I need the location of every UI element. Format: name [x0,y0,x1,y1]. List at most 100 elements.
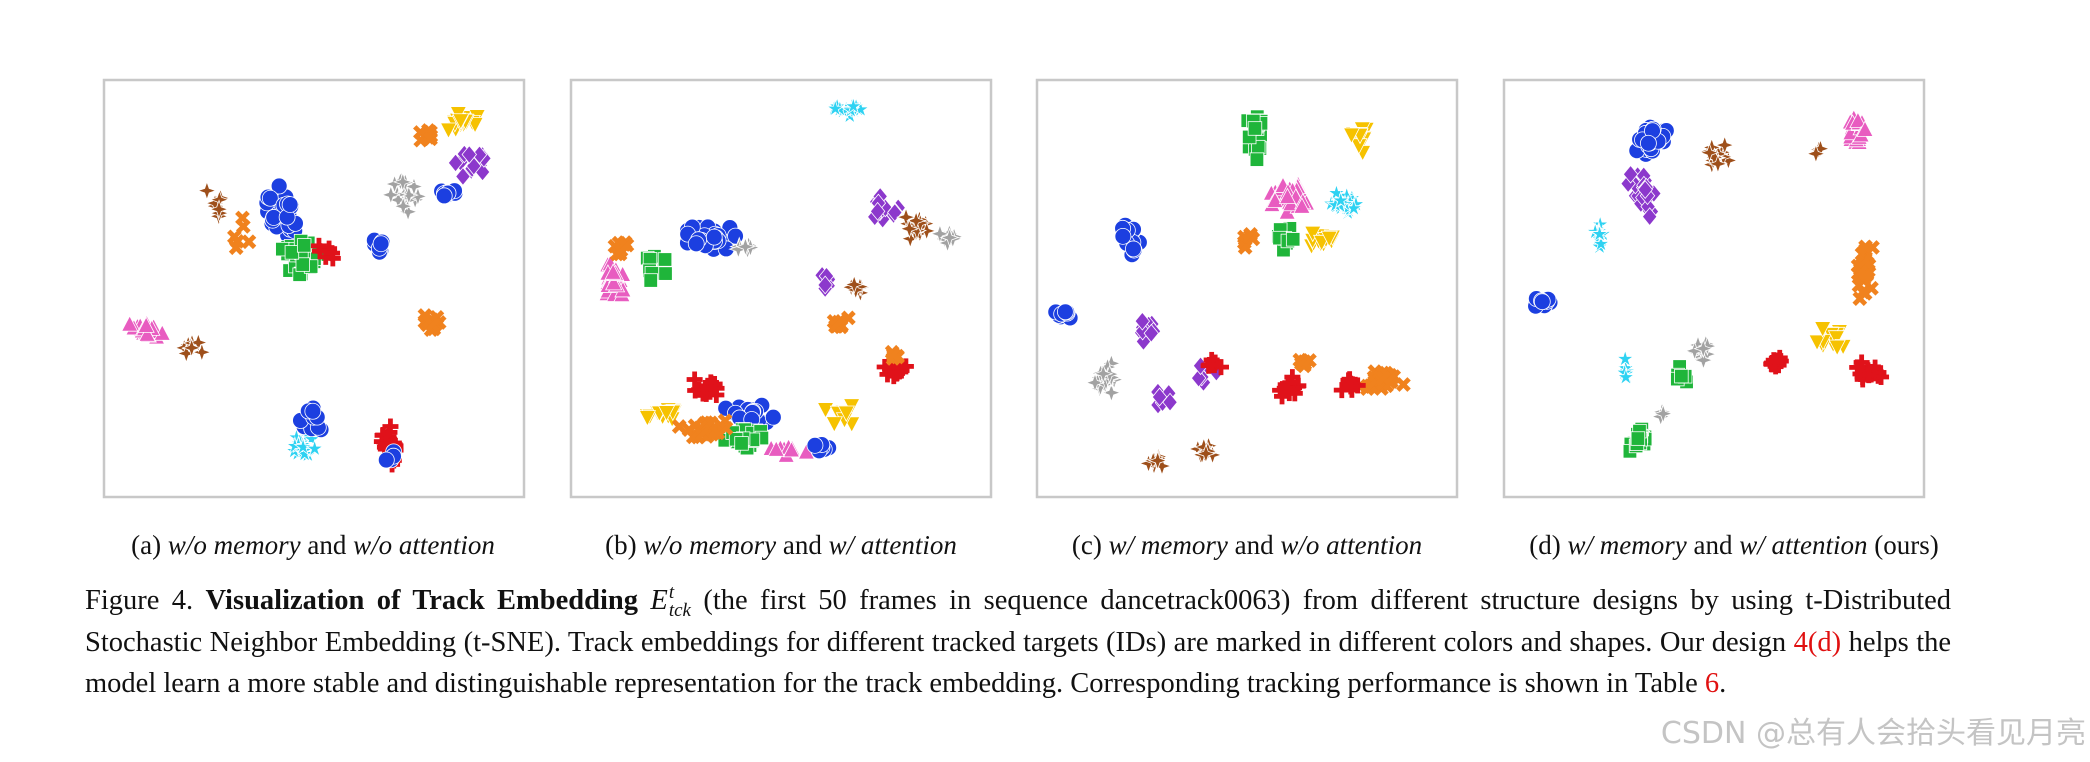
caption-text: (the first 50 frames in sequence dancetr… [85,585,1952,658]
point [1641,207,1658,227]
point [1124,240,1142,258]
point [1805,143,1826,164]
point [1320,230,1338,248]
point [1853,354,1870,371]
point [1093,363,1114,384]
point [1674,368,1689,384]
point [375,427,392,444]
point [1147,450,1168,471]
point [1849,359,1866,376]
point [825,416,843,433]
point [1589,223,1610,243]
sub-first: w/o memory [167,530,301,560]
point [1855,284,1871,300]
point [121,315,139,332]
sub-first: w/ memory [1567,530,1687,560]
point [1396,377,1411,392]
point [1342,127,1361,144]
point [378,435,395,452]
point [1714,135,1735,156]
point [694,385,711,402]
sub-joiner: and [1693,530,1733,560]
point [658,266,673,281]
point [1195,443,1216,464]
point [1331,190,1351,209]
point [1276,380,1293,397]
point [228,240,244,256]
point [1858,239,1873,255]
point [1808,334,1826,352]
point [1828,339,1846,357]
point [1707,153,1728,174]
point [1693,350,1714,371]
point [1247,121,1263,136]
point [1114,227,1132,245]
point [1302,353,1317,368]
table-ref[interactable]: 6 [1704,668,1720,699]
point [181,337,202,358]
point [1293,197,1311,214]
point [604,263,622,280]
point [1056,303,1074,321]
point [885,368,902,385]
point [1375,370,1391,386]
point [138,325,156,342]
point [241,234,257,250]
point [304,438,325,458]
figure-ref[interactable]: 4(d) [1793,626,1842,658]
point [1699,142,1720,163]
sub-label: (b) [605,530,637,560]
point [235,210,250,226]
point [1342,378,1359,395]
point [619,237,635,253]
point [806,436,824,454]
symbol-sub: tck [668,600,691,622]
point [1143,323,1159,343]
caption-title: Visualization of Track Embedding [205,585,639,616]
point [1827,330,1846,347]
panel-frame [569,78,993,499]
sub-label: (a) [131,530,162,560]
point [296,238,312,253]
sub-second: w/ attention [1739,530,1868,560]
point [816,402,835,419]
sub-second: w/o attention [353,530,495,560]
sub-label: (d) [1529,530,1561,560]
point [1860,367,1877,384]
point [1653,403,1674,424]
point [899,218,920,239]
sub-joiner: and [307,530,347,560]
point [1151,387,1168,407]
point [1285,232,1301,247]
point [869,201,886,221]
point [425,317,441,333]
point [1286,385,1303,402]
point [671,419,687,434]
caption-label: Figure 4. [85,585,194,616]
point [1867,359,1884,376]
point [452,113,470,130]
symbol-sup: t [668,582,675,604]
point [1640,134,1657,152]
point [1615,348,1635,368]
point [891,358,908,375]
point [1274,388,1291,405]
point [1243,227,1258,242]
point [393,196,414,217]
point [817,275,833,295]
point [1859,267,1875,283]
point [843,96,864,115]
point [1162,392,1178,412]
point [1533,293,1551,311]
sub-second: w/ attention [828,530,957,560]
point [1278,187,1297,205]
point [137,316,155,333]
point [1249,152,1265,167]
point [896,207,917,228]
point [767,440,785,457]
point [837,405,855,423]
point [1190,368,1207,388]
point [844,274,865,295]
subcaption: (b) w/o memory and w/ attention [521,530,1041,561]
subcaption: (d) w/ memory and w/ attention (ours) [1474,530,1994,561]
